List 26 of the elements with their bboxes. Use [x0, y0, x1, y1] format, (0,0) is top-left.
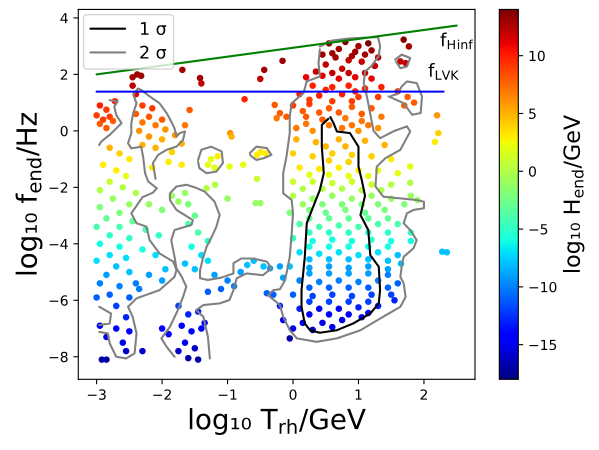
- color-bar-title: log₁₀ H$_{end}$/GeV: [562, 115, 584, 272]
- color-bar-label: −10: [530, 282, 556, 292]
- y-tick-label: −2: [50, 182, 68, 193]
- x-tick-label: 0: [290, 389, 297, 400]
- color-bar-label: 0: [528, 166, 536, 177]
- color-bar-label: −15: [530, 340, 556, 350]
- annotation: f$_{Hinf}$: [440, 32, 473, 50]
- x-tick-label: −1: [218, 390, 237, 400]
- y-tick-label: 4: [60, 13, 68, 24]
- y-tick-label: 2: [60, 69, 68, 80]
- x-tick-label: −3: [88, 389, 106, 400]
- y-tick-label: −8: [50, 352, 68, 362]
- x-tick-label: 1: [356, 390, 362, 400]
- y-tick-label: −4: [50, 238, 68, 250]
- legend-label: 1 σ: [140, 22, 166, 36]
- annotation: f$_{LVK}$: [428, 63, 459, 80]
- y-tick-label: 0: [60, 126, 68, 136]
- legend-label: 2 σ: [140, 46, 166, 59]
- x-tick-label: 2: [420, 389, 427, 400]
- x-axis-title: log₁₀ T$_{rh}$/GeV: [190, 408, 366, 435]
- y-axis-title: log₁₀ f$_{end}$/Hz: [16, 113, 42, 274]
- color-bar-label: −5: [530, 224, 548, 235]
- color-bar-label: 5: [529, 108, 536, 119]
- x-tick-label: −2: [153, 389, 171, 400]
- y-tick-label: −6: [50, 295, 68, 306]
- color-bar-label: 10: [530, 50, 545, 62]
